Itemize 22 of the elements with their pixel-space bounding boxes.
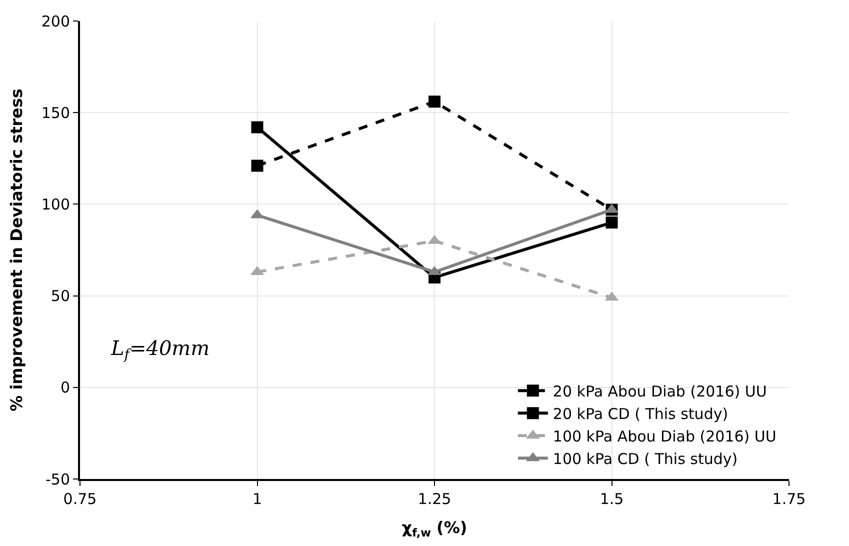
y-tick-label: 50 xyxy=(50,287,70,306)
y-tick-label: 100 xyxy=(41,195,70,214)
legend-label: 20 kPa Abou Diab (2016) UU xyxy=(552,382,767,401)
annotation: L$_{f}$=40mm xyxy=(110,336,210,364)
x-axis-title: χ$_{f,w}$ (%) xyxy=(402,518,468,540)
x-tick-label: 1.75 xyxy=(772,490,806,508)
x-tick-label: 0.75 xyxy=(63,490,97,508)
y-tick-label: -50 xyxy=(46,470,70,488)
y-axis-title: % improvement in Deviatoric stress xyxy=(6,88,26,412)
legend-label: 100 kPa Abou Diab (2016) UU xyxy=(552,428,776,446)
point xyxy=(428,96,440,108)
y-tick-label: 200 xyxy=(41,12,70,30)
point xyxy=(251,160,264,172)
point xyxy=(606,216,618,229)
x-tick-label: 1 xyxy=(252,490,262,508)
legend-label: 100 kPa CD ( This study) xyxy=(552,450,738,468)
x-tick-label: 1.5 xyxy=(600,490,624,508)
x-tick-label: 1.25 xyxy=(418,490,452,508)
y-tick-label: 150 xyxy=(41,104,70,122)
point xyxy=(251,121,264,134)
y-tick-label: 0 xyxy=(60,378,70,397)
legend-label: 20 kPa CD ( This study) xyxy=(552,405,728,424)
